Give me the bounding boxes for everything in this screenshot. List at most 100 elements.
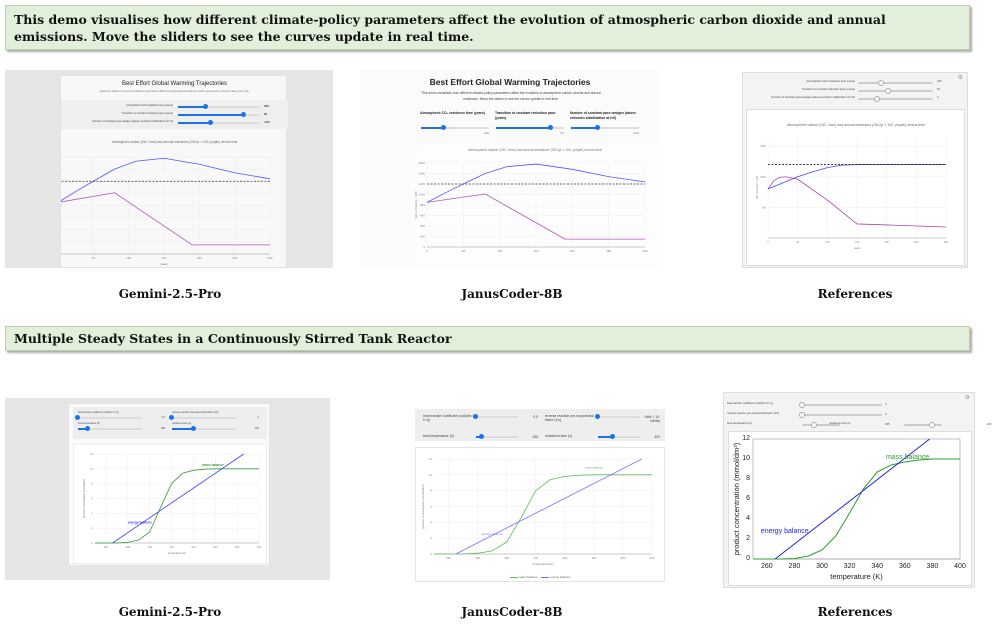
y-tick-label: 12	[742, 435, 750, 442]
x-tick-label: 300	[642, 249, 647, 252]
y-tick-label: 10	[742, 455, 750, 462]
slider-handle[interactable]	[479, 434, 485, 439]
x-tick-label: 360	[899, 563, 911, 570]
section-banner-cstr: Multiple Steady States in a Continuously…	[5, 326, 970, 351]
slider-handle[interactable]	[595, 414, 600, 419]
section-banner-climate: This demo visualises how different clima…	[5, 5, 970, 50]
slider-handle[interactable]	[191, 426, 197, 431]
settings-icon[interactable]: ⚙	[957, 75, 963, 81]
y-tick-label: 6	[92, 497, 94, 501]
x-tick-label: 300	[267, 256, 272, 260]
cstr-chart: 260 280 300 320 340 360 380 400 0 2 4 6 8 10 12 tempera…	[421, 457, 655, 566]
y-tick-label: 4	[746, 515, 750, 522]
control-label: reverse reaction pre-exponential factor …	[172, 411, 219, 414]
x-tick-label: 380	[927, 563, 939, 570]
x-tick-label: 320	[844, 563, 856, 570]
slider[interactable]	[799, 402, 882, 408]
caption-references: References	[817, 287, 893, 301]
settings-icon[interactable]: ⚙	[964, 395, 970, 401]
y-axis-label: product concentration (mmol/dm³)	[421, 484, 425, 529]
slider-handle[interactable]	[241, 112, 247, 117]
slider[interactable]	[78, 426, 142, 431]
x-tick-label: 300	[944, 240, 949, 244]
app-title: Best Effort Global Warming Trajectories	[121, 81, 228, 87]
x-axis-label: years	[854, 246, 861, 250]
slider[interactable]	[172, 426, 236, 431]
slider[interactable]	[178, 104, 260, 109]
control-label: Number of constant pace wedges (above em…	[771, 96, 855, 99]
slider[interactable]	[858, 88, 933, 94]
slider[interactable]	[169, 415, 236, 420]
slider-fill	[178, 114, 245, 116]
slider-handle[interactable]	[548, 125, 554, 130]
slider[interactable]	[476, 434, 518, 439]
chart-card	[728, 431, 972, 586]
slider[interactable]	[473, 414, 518, 419]
slider-value: 81	[560, 131, 564, 135]
y-tick-label: 4	[92, 511, 94, 515]
slider-handle[interactable]	[75, 415, 80, 420]
controls-panel	[73, 407, 267, 439]
slider[interactable]	[802, 422, 840, 428]
slider-handle[interactable]	[595, 125, 601, 130]
slider-handle[interactable]	[799, 402, 805, 408]
control-value: 265	[161, 427, 165, 430]
slider-handle[interactable]	[873, 96, 880, 102]
control-value: 400	[654, 435, 660, 439]
slider[interactable]	[571, 125, 639, 130]
slider-handle[interactable]	[609, 434, 615, 439]
slider-handle[interactable]	[84, 426, 90, 431]
y-tick-label: 1000	[418, 193, 425, 197]
x-tick-label: 100	[825, 240, 830, 244]
y-tick-label: 1500	[760, 144, 766, 148]
slider-handle[interactable]	[929, 422, 935, 428]
y-tick-label: 400	[420, 224, 425, 228]
slider[interactable]	[75, 415, 142, 420]
slider-value: 4	[937, 96, 939, 99]
y-tick-label: 4	[430, 520, 432, 524]
slider[interactable]	[904, 422, 942, 428]
reference-cstr-panel: ⚙ heat transfer coefficient (cal/(dm² K …	[723, 392, 991, 588]
slider-handle[interactable]	[885, 88, 891, 94]
slider-fill	[476, 436, 483, 438]
annotation-energy-balance: energy balance	[482, 532, 503, 536]
slider[interactable]	[421, 125, 489, 130]
series-line-annual-emissions	[767, 176, 947, 228]
slider[interactable]	[598, 434, 640, 439]
slider-handle[interactable]	[811, 422, 817, 428]
caption-janus: JanusCoder-8B	[461, 287, 563, 301]
slider-handle[interactable]	[207, 120, 213, 125]
gemini-cstr-panel: heat transfer coefficient (cal/(dm² K s)…	[5, 398, 330, 580]
slider[interactable]	[858, 80, 933, 86]
slider-handle[interactable]	[877, 80, 884, 86]
legend-energy-balance[interactable]: energy balance	[550, 575, 571, 579]
slider-handle[interactable]	[473, 414, 478, 419]
x-tick-label: 380	[235, 545, 240, 549]
legend-mass-balance[interactable]: mass balance	[518, 575, 538, 579]
chart-title: Atmospheric carbon (GtC; blue) and annua…	[111, 140, 238, 144]
slider-handle[interactable]	[169, 415, 174, 420]
x-tick-label: 300	[148, 545, 153, 549]
slider[interactable]	[178, 112, 260, 117]
x-tick-label: 360	[591, 556, 596, 560]
series-line-energy-balance	[112, 453, 244, 544]
slider[interactable]	[595, 414, 640, 419]
control-label: feed temperature (K)	[78, 422, 101, 425]
slider-handle[interactable]	[799, 412, 805, 418]
app-subtitle: This demo visualises how different clima…	[421, 91, 601, 101]
control-value: 265	[532, 435, 538, 439]
y-tick-label: 10	[90, 467, 93, 471]
slider-handle[interactable]	[202, 104, 208, 109]
slider[interactable]	[858, 96, 933, 102]
series-line-atmospheric-carbon	[61, 157, 271, 202]
y-tick-label: 1000	[760, 175, 766, 179]
slider[interactable]	[496, 125, 564, 130]
slider-value: 4.00	[633, 131, 639, 135]
control-label: feed temperature (K)	[727, 422, 752, 425]
cstr-chart: 260 280 300 320 340 360 380 400 0 2 4 6 8 10 12 tempera…	[732, 435, 966, 581]
annotation-energy-balance: energy balance	[128, 521, 152, 525]
slider-handle[interactable]	[441, 125, 447, 130]
slider[interactable]	[799, 412, 882, 418]
slider[interactable]	[178, 120, 260, 125]
annotation-mass-balance: mass balance	[585, 466, 604, 470]
